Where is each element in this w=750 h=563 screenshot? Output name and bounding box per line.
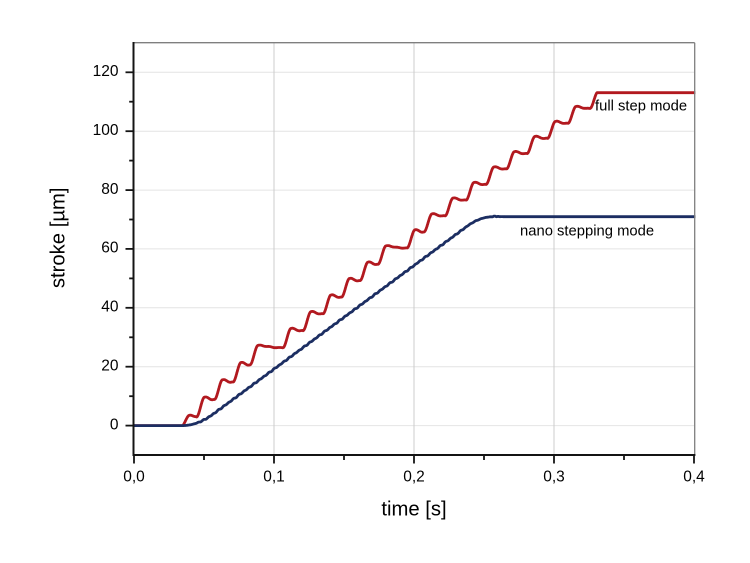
svg-text:0,1: 0,1 bbox=[263, 469, 285, 486]
svg-text:nano stepping mode: nano stepping mode bbox=[520, 224, 654, 240]
svg-text:0,3: 0,3 bbox=[543, 469, 565, 486]
svg-text:0,2: 0,2 bbox=[403, 469, 425, 486]
svg-text:60: 60 bbox=[101, 240, 119, 257]
svg-text:full step mode: full step mode bbox=[595, 99, 687, 115]
svg-text:0,4: 0,4 bbox=[683, 469, 705, 486]
svg-text:stroke [µm]: stroke [µm] bbox=[48, 187, 70, 288]
svg-text:120: 120 bbox=[93, 63, 119, 80]
svg-text:80: 80 bbox=[101, 181, 119, 198]
svg-text:20: 20 bbox=[101, 358, 119, 375]
svg-text:time [s]: time [s] bbox=[381, 498, 446, 520]
svg-text:100: 100 bbox=[93, 122, 119, 139]
svg-text:0: 0 bbox=[110, 416, 119, 433]
svg-text:0,0: 0,0 bbox=[123, 469, 145, 486]
svg-text:40: 40 bbox=[101, 299, 119, 316]
